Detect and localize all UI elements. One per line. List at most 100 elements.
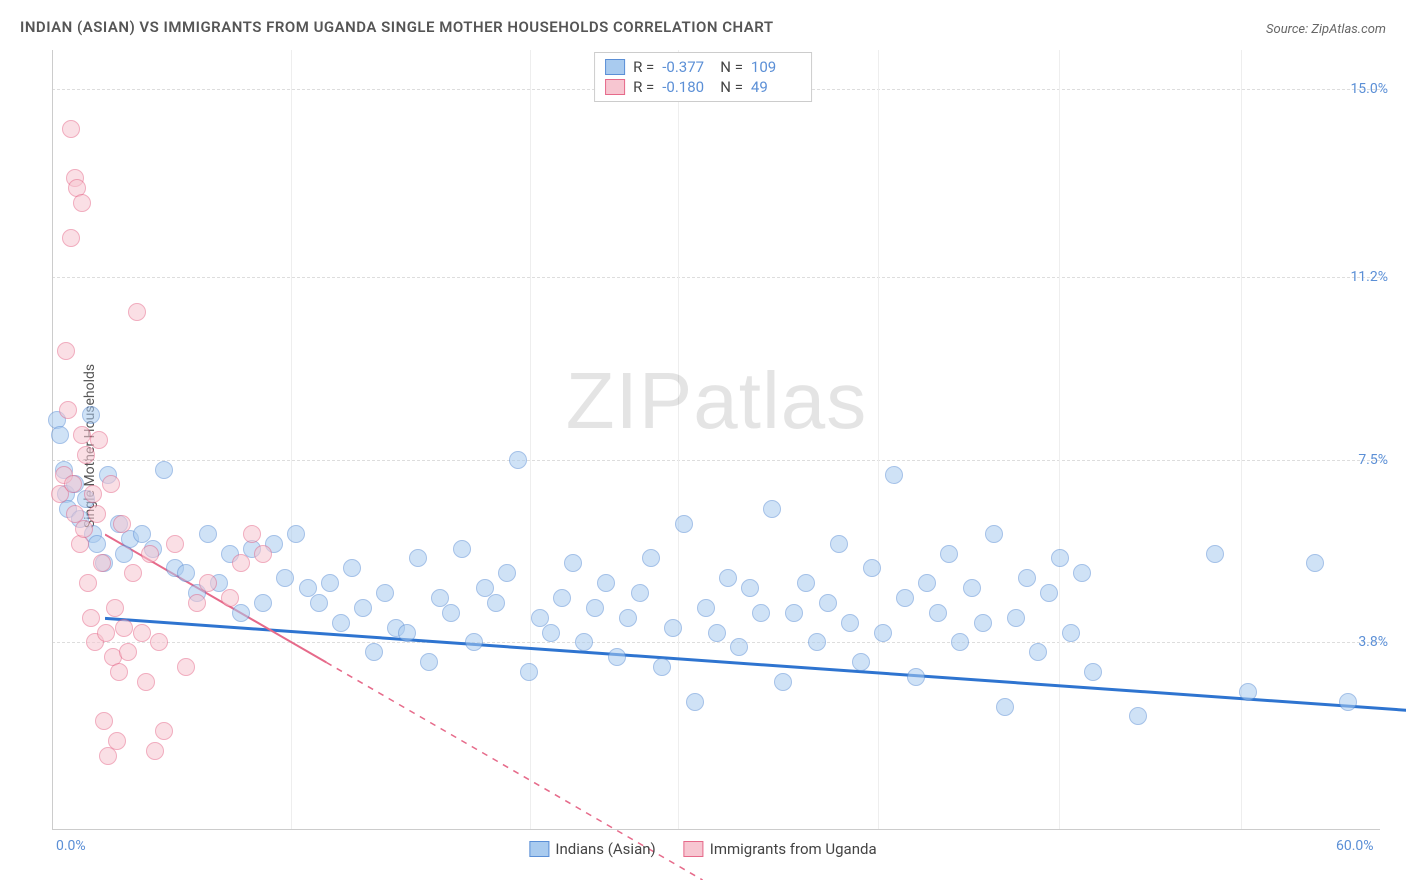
data-point <box>82 406 100 424</box>
data-point <box>918 574 936 592</box>
data-point <box>619 609 637 627</box>
data-point <box>1051 549 1069 567</box>
data-point <box>852 653 870 671</box>
data-point <box>115 619 133 637</box>
n-value: 109 <box>751 58 801 76</box>
data-point <box>951 633 969 651</box>
data-point <box>75 520 93 538</box>
data-point <box>137 673 155 691</box>
plot-area: ZIPatlas <box>52 50 1380 830</box>
data-point <box>57 342 75 360</box>
data-point <box>1129 707 1147 725</box>
data-point <box>719 569 737 587</box>
data-point <box>150 633 168 651</box>
r-label: R = <box>633 78 654 96</box>
r-value: -0.377 <box>662 58 712 76</box>
data-point <box>110 663 128 681</box>
data-point <box>177 658 195 676</box>
data-point <box>631 584 649 602</box>
data-point <box>642 549 660 567</box>
data-point <box>199 574 217 592</box>
data-point <box>675 515 693 533</box>
data-point <box>79 574 97 592</box>
data-point <box>442 604 460 622</box>
data-point <box>124 564 142 582</box>
data-point <box>686 693 704 711</box>
data-point <box>166 535 184 553</box>
correlation-chart: INDIAN (ASIAN) VS IMMIGRANTS FROM UGANDA… <box>0 0 1406 892</box>
data-point <box>830 535 848 553</box>
data-point <box>146 742 164 760</box>
data-point <box>409 549 427 567</box>
data-point <box>498 564 516 582</box>
data-point <box>232 604 250 622</box>
data-point <box>88 535 106 553</box>
legend-item: Indians (Asian) <box>529 840 655 858</box>
data-point <box>752 604 770 622</box>
data-point <box>1239 683 1257 701</box>
data-point <box>90 431 108 449</box>
data-point <box>1062 624 1080 642</box>
data-point <box>254 594 272 612</box>
data-point <box>51 426 69 444</box>
stats-row: R = -0.180 N = 49 <box>605 77 801 97</box>
data-point <box>564 554 582 572</box>
data-point <box>321 574 339 592</box>
data-point <box>774 673 792 691</box>
data-point <box>996 698 1014 716</box>
data-point <box>1007 609 1025 627</box>
legend-label: Indians (Asian) <box>555 840 655 858</box>
data-point <box>741 579 759 597</box>
data-point <box>553 589 571 607</box>
data-point <box>1040 584 1058 602</box>
x-tick-label: 0.0% <box>56 838 86 854</box>
watermark: ZIPatlas <box>566 355 867 447</box>
data-point <box>95 712 113 730</box>
swatch-icon <box>605 79 625 95</box>
data-point <box>119 643 137 661</box>
data-point <box>128 303 146 321</box>
data-point <box>376 584 394 602</box>
data-point <box>199 525 217 543</box>
data-point <box>487 594 505 612</box>
data-point <box>64 475 82 493</box>
data-point <box>763 500 781 518</box>
data-point <box>575 633 593 651</box>
data-point <box>730 638 748 656</box>
data-point <box>708 624 726 642</box>
data-point <box>106 599 124 617</box>
data-point <box>797 574 815 592</box>
data-point <box>520 663 538 681</box>
n-label: N = <box>720 58 743 76</box>
swatch-icon <box>605 59 625 75</box>
chart-title: INDIAN (ASIAN) VS IMMIGRANTS FROM UGANDA… <box>20 18 774 36</box>
data-point <box>254 545 272 563</box>
data-point <box>82 609 100 627</box>
data-point <box>697 599 715 617</box>
data-point <box>243 525 261 543</box>
data-point <box>907 668 925 686</box>
data-point <box>1339 693 1357 711</box>
swatch-icon <box>684 841 704 857</box>
data-point <box>819 594 837 612</box>
data-point <box>155 461 173 479</box>
data-point <box>929 604 947 622</box>
data-point <box>77 446 95 464</box>
data-point <box>664 619 682 637</box>
data-point <box>141 545 159 563</box>
r-value: -0.180 <box>662 78 712 96</box>
n-label: N = <box>720 78 743 96</box>
data-point <box>1306 554 1324 572</box>
swatch-icon <box>529 841 549 857</box>
data-point <box>808 633 826 651</box>
data-point <box>155 722 173 740</box>
stats-row: R = -0.377 N = 109 <box>605 57 801 77</box>
data-point <box>785 604 803 622</box>
trend-lines <box>105 100 1406 880</box>
data-point <box>343 559 361 577</box>
data-point <box>841 614 859 632</box>
data-point <box>653 658 671 676</box>
source-label: Source: ZipAtlas.com <box>1266 22 1386 37</box>
data-point <box>940 545 958 563</box>
data-point <box>608 648 626 666</box>
